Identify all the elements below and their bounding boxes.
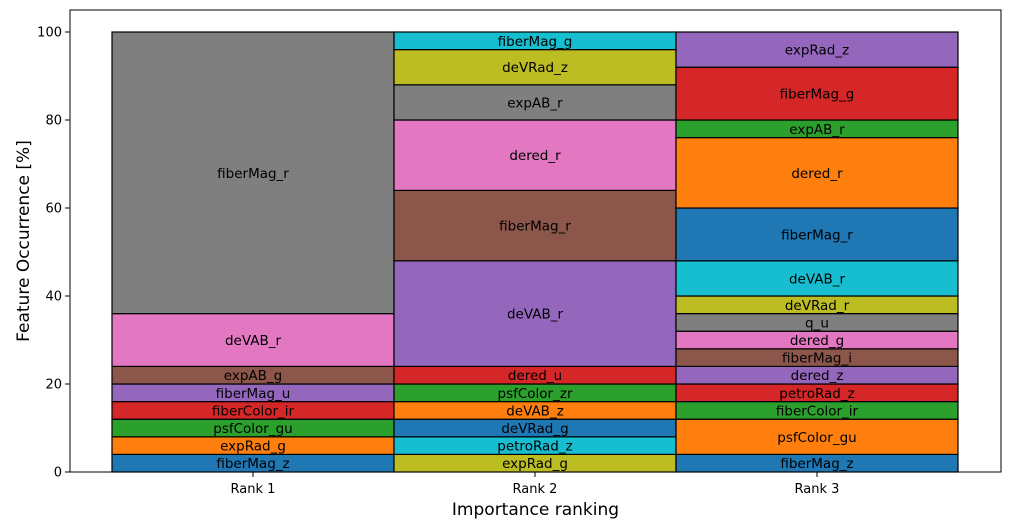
y-tick-label: 80 <box>45 114 62 129</box>
x-axis: Rank 1 Rank 2 Rank 3 <box>231 472 840 497</box>
segment-label: fiberColor_ir <box>776 403 859 419</box>
segment-label: deVAB_r <box>225 333 281 349</box>
segment-label: fiberMag_r <box>781 227 853 243</box>
segment-label: dered_g <box>790 333 844 349</box>
segment-label: petroRad_z <box>497 439 572 455</box>
bar-segment <box>393 189 677 262</box>
segment-label: expRad_g <box>220 439 286 455</box>
segment-label: expAB_r <box>507 95 563 111</box>
segment-label: deVRad_g <box>501 421 568 437</box>
bar-segment <box>393 84 677 121</box>
segment-label: fiberMag_z <box>216 456 289 472</box>
x-tick-label: Rank 2 <box>513 482 558 497</box>
segment-label: dered_r <box>791 166 843 182</box>
segment-label: q_u <box>805 315 829 331</box>
y-tick-label: 0 <box>54 466 62 481</box>
segment-label: dered_z <box>791 368 844 384</box>
segment-label: petroRad_z <box>779 386 854 402</box>
x-tick-label: Rank 3 <box>795 482 840 497</box>
segment-label: expRad_z <box>785 43 849 59</box>
segment-label: deVAB_z <box>506 403 564 419</box>
segment-label: psfColor_zr <box>498 386 573 402</box>
segment-label: fiberMag_z <box>780 456 853 472</box>
bar-segment <box>393 48 677 86</box>
segment-label: psfColor_gu <box>777 430 856 446</box>
y-tick-label: 100 <box>37 26 62 41</box>
y-tick-label: 40 <box>45 290 62 305</box>
x-axis-title: Importance ranking <box>452 500 619 520</box>
segment-label: deVRad_z <box>502 60 568 76</box>
segment-label: deVAB_r <box>507 307 563 323</box>
segment-label: psfColor_gu <box>213 421 292 437</box>
y-axis: 0 20 40 60 80 100 <box>37 26 70 481</box>
segment-label: deVAB_r <box>789 271 845 287</box>
segment-label: expAB_g <box>224 368 282 384</box>
bar-segment <box>393 260 677 367</box>
segment-label: fiberMag_g <box>498 34 573 50</box>
bar-segment <box>675 418 959 456</box>
bar-segment <box>675 66 959 121</box>
bar-segment <box>675 137 959 209</box>
y-axis-title: Feature Occurrence [%] <box>14 140 34 342</box>
stack-rank-3: fiberMag_z psfColor_gu fiberColor_irpetroR… <box>675 31 959 473</box>
segment-label: fiberMag_i <box>782 351 852 367</box>
segment-label: dered_u <box>508 368 562 384</box>
segment-label: fiberMag_r <box>217 166 289 182</box>
segment-label: fiberMag_g <box>780 87 855 103</box>
segment-label: fiberMag_r <box>499 219 571 235</box>
y-tick-label: 60 <box>45 202 62 217</box>
bar-segment <box>675 31 959 68</box>
segment-label: deVRad_r <box>785 298 850 314</box>
bar-segment <box>675 207 959 262</box>
bar-segment <box>111 31 395 315</box>
segment-label: fiberColor_ir <box>212 403 295 419</box>
bar-segment <box>393 119 677 192</box>
segment-label: dered_r <box>509 148 561 164</box>
x-tick-label: Rank 1 <box>231 482 276 497</box>
bar-stacks: fiberMag_zexpRad_gpsfColor_gufiberColor_… <box>111 31 959 473</box>
y-tick-label: 20 <box>45 378 62 393</box>
segment-label: expRad_g <box>502 456 568 472</box>
segment-label: expAB_r <box>789 122 845 138</box>
segment-label: fiberMag_u <box>216 386 291 402</box>
